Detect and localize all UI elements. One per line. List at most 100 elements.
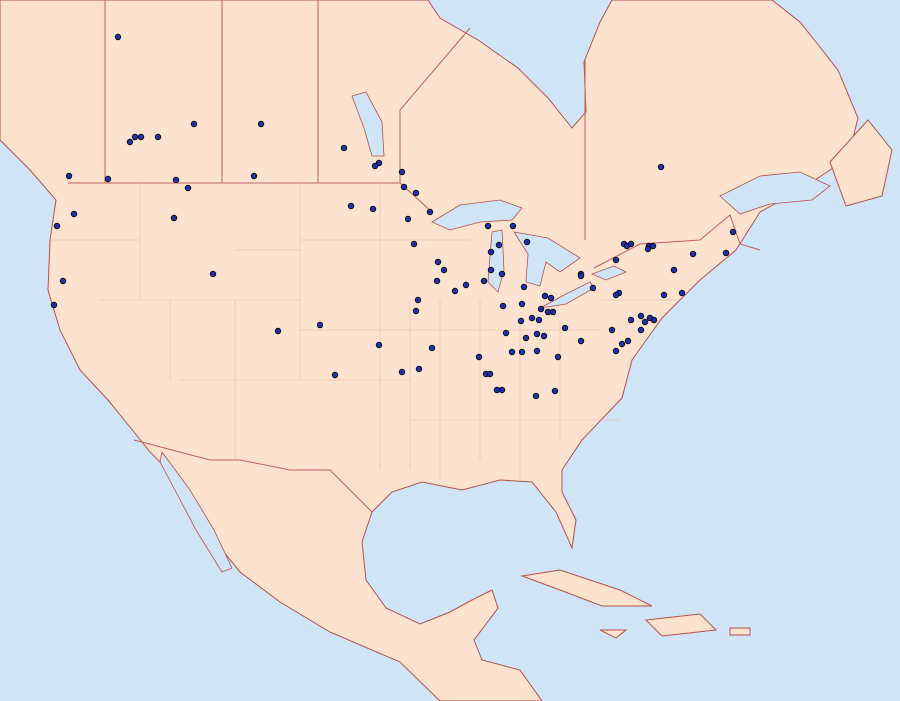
observation-dot <box>660 291 668 299</box>
observation-dot <box>137 133 145 141</box>
observation-dot <box>331 371 339 379</box>
hispaniola <box>644 613 718 637</box>
observation-dot <box>528 314 536 322</box>
observation-dot <box>400 183 408 191</box>
observation-dot <box>517 317 525 325</box>
observation-dot <box>170 214 178 222</box>
observation-dot <box>462 281 470 289</box>
observation-dot <box>426 208 434 216</box>
observation-dot <box>415 365 423 373</box>
observation-dot <box>722 249 730 257</box>
observation-dot <box>65 172 73 180</box>
observation-dot <box>532 392 540 400</box>
observation-dot <box>577 272 585 280</box>
observation-dot <box>410 240 418 248</box>
north-america <box>0 0 859 701</box>
observation-dot <box>541 292 549 300</box>
observation-dot <box>535 316 543 324</box>
observation-dot <box>398 368 406 376</box>
observation-dot <box>554 353 562 361</box>
observation-dot <box>637 312 645 320</box>
observation-dot <box>486 370 494 378</box>
observation-dot <box>53 222 61 230</box>
observation-dot <box>347 202 355 210</box>
observation-dot <box>184 184 192 192</box>
lake-ontario <box>590 265 627 281</box>
observation-dot <box>509 222 517 230</box>
observation-dot <box>520 283 528 291</box>
observation-dot <box>641 318 649 326</box>
observation-dot <box>371 162 379 170</box>
canada-provinces <box>104 0 586 240</box>
observation-dot <box>537 305 545 313</box>
observation-dot <box>547 294 555 302</box>
observation-dot <box>540 332 548 340</box>
us-mexico-border <box>133 439 373 513</box>
observation-dot <box>131 133 139 141</box>
observation-dot <box>126 138 134 146</box>
observation-dot <box>650 316 658 324</box>
observation-dot <box>637 326 645 334</box>
observation-dot <box>414 296 422 304</box>
observation-dot <box>533 347 541 355</box>
observation-dot <box>274 327 282 335</box>
observation-dot <box>59 277 67 285</box>
observation-dot <box>487 248 495 256</box>
observation-dot <box>508 348 516 356</box>
observation-dot <box>495 241 503 249</box>
observation-dot <box>316 321 324 329</box>
gulf-st-lawrence <box>719 171 831 215</box>
observation-dot <box>475 353 483 361</box>
observation-dot <box>499 302 507 310</box>
observation-dot <box>689 250 697 258</box>
observation-dot <box>209 270 217 278</box>
observation-dot <box>50 301 58 309</box>
observation-dot <box>480 277 488 285</box>
observation-dot <box>522 334 530 342</box>
observation-dot <box>549 308 557 316</box>
observation-dot <box>487 266 495 274</box>
observation-dot <box>627 316 635 324</box>
observation-dot <box>577 337 585 345</box>
observation-dot <box>412 307 420 315</box>
observation-dot <box>612 256 620 264</box>
observation-dot <box>589 284 597 292</box>
observation-dot <box>678 289 686 297</box>
observation-dot <box>670 266 678 274</box>
observation-dot <box>612 291 620 299</box>
observation-dot <box>412 189 420 197</box>
observation-dot <box>369 205 377 213</box>
observation-dot <box>618 340 626 348</box>
observation-dot <box>172 176 180 184</box>
observation-dot <box>612 347 620 355</box>
observation-dot <box>608 326 616 334</box>
observation-dot <box>114 33 122 41</box>
newfoundland <box>829 119 893 207</box>
observation-dot <box>440 266 448 274</box>
observation-points <box>50 33 737 400</box>
lake-huron <box>513 231 581 287</box>
observation-dot <box>518 348 526 356</box>
observation-dot <box>375 341 383 349</box>
jamaica <box>599 629 628 639</box>
observation-dot <box>624 337 632 345</box>
observation-dot <box>644 245 652 253</box>
lake-winnipeg <box>351 91 385 157</box>
observation-dot <box>518 300 526 308</box>
observation-dot <box>70 210 78 218</box>
observation-dot <box>340 144 348 152</box>
cuba <box>520 569 653 607</box>
observation-dot <box>657 163 665 171</box>
observation-dot <box>154 133 162 141</box>
observation-dot <box>649 242 657 250</box>
observation-dot <box>257 120 265 128</box>
observation-dot <box>551 387 559 395</box>
observation-dot <box>104 175 112 183</box>
lake-superior <box>431 199 523 231</box>
observation-dot <box>190 120 198 128</box>
observation-dot <box>404 215 412 223</box>
observation-dot <box>502 329 510 337</box>
gulf-of-california <box>159 451 233 573</box>
